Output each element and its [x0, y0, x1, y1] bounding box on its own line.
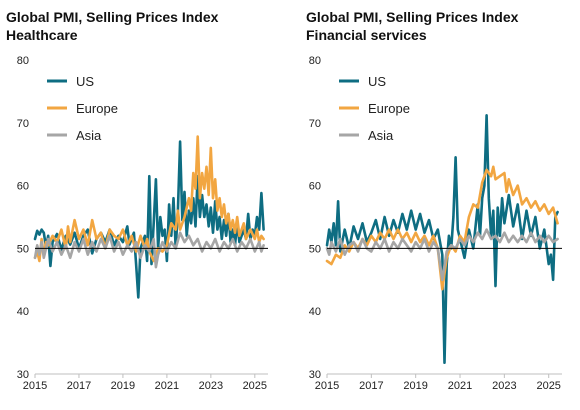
chart-title: Global PMI, Selling Prices Index Financi…	[306, 8, 518, 44]
financial-services-chart-panel: Global PMI, Selling Prices Index Financi…	[296, 0, 580, 405]
legend-label-asia: Asia	[76, 128, 102, 143]
y-tick-label: 60	[309, 181, 321, 193]
x-tick-label: 2019	[111, 380, 135, 392]
chart-subtitle-line: Healthcare	[6, 27, 78, 43]
chart-title: Global PMI, Selling Prices Index Healthc…	[6, 8, 218, 44]
y-tick-label: 40	[309, 306, 321, 318]
y-tick-label: 50	[17, 243, 29, 255]
y-tick-label: 50	[309, 243, 321, 255]
x-tick-label: 2025	[536, 380, 560, 392]
legend-label-europe: Europe	[368, 101, 410, 116]
chart-title-line: Global PMI, Selling Prices Index	[306, 9, 519, 25]
x-tick-label: 2017	[67, 380, 91, 392]
y-tick-label: 70	[309, 118, 321, 130]
y-tick-label: 60	[17, 181, 29, 193]
series-line-europe	[33, 135, 265, 263]
y-tick-label: 40	[17, 306, 29, 318]
y-tick-label: 80	[17, 55, 29, 67]
y-tick-label: 30	[17, 369, 29, 381]
x-tick-label: 2025	[243, 380, 267, 392]
series-line-us	[325, 114, 559, 364]
x-tick-label: 2019	[403, 380, 427, 392]
chart-subtitle-line: Financial services	[306, 27, 427, 43]
healthcare-chart-panel: Global PMI, Selling Prices Index Healthc…	[0, 0, 290, 405]
y-tick-label: 80	[309, 55, 321, 67]
x-tick-label: 2017	[359, 380, 383, 392]
x-tick-label: 2023	[492, 380, 516, 392]
x-tick-label: 2015	[315, 380, 339, 392]
chart-title-line: Global PMI, Selling Prices Index	[6, 9, 219, 25]
y-tick-label: 30	[309, 369, 321, 381]
x-tick-label: 2021	[448, 380, 472, 392]
x-tick-label: 2015	[23, 380, 47, 392]
legend-label-europe: Europe	[76, 101, 118, 116]
y-tick-label: 70	[17, 118, 29, 130]
legend-label-us: US	[368, 74, 386, 89]
x-tick-label: 2021	[155, 380, 179, 392]
x-tick-label: 2023	[199, 380, 223, 392]
series-line-asia	[325, 228, 559, 282]
financial-services-line-chart: 30 40 50 60 70 80 2015 2017 2019 2021 2023 2025 US Eu…	[309, 55, 562, 392]
legend-label-us: US	[76, 74, 94, 89]
healthcare-line-chart: 30 40 50 60 70 80 2015 2017 2019 2021 2023 2025 US Eu…	[17, 55, 268, 392]
legend-label-asia: Asia	[368, 128, 394, 143]
